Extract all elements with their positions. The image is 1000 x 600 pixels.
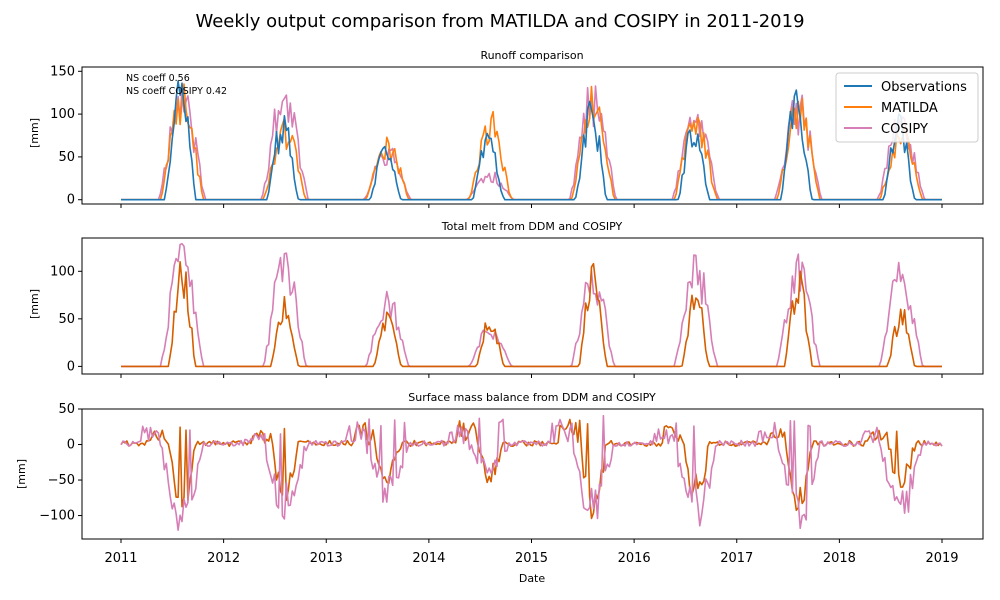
cosipy-smb-line xyxy=(120,414,943,532)
x-tick-label: 2017 xyxy=(720,551,753,566)
legend-observations-label: Observations xyxy=(881,80,967,95)
y-tick-label: −100 xyxy=(39,509,75,524)
smb-panel: Surface mass balance from DDM and COSIPY… xyxy=(15,391,984,585)
y-tick-label: 0 xyxy=(67,438,75,453)
cosipy-melt-line xyxy=(121,242,942,368)
smb-panel-title: Surface mass balance from DDM and COSIPY xyxy=(408,391,656,404)
runoff-ns-coeff-cosipy-annotation: NS coeff COSIPY 0.42 xyxy=(126,86,227,97)
runoff-panel-ylabel: [mm] xyxy=(28,118,41,148)
smb-x-ticks: 2011 2012 2013 2014 2015 2016 2017 2018 2019 xyxy=(104,539,959,566)
melt-y-ticks: 0 50 100 xyxy=(50,264,82,374)
x-tick-label: 2015 xyxy=(515,551,548,566)
ddm-smb-line xyxy=(120,418,943,520)
x-tick-label: 2012 xyxy=(207,551,240,566)
runoff-y-ticks: 0 50 100 150 xyxy=(50,64,82,208)
melt-panel-ylabel: [mm] xyxy=(28,289,41,319)
melt-series xyxy=(121,242,942,368)
legend-cosipy-label: COSIPY xyxy=(881,122,928,137)
y-tick-label: 0 xyxy=(67,359,75,374)
runoff-ns-coeff-annotation: NS coeff 0.56 xyxy=(126,73,190,84)
cosipy-runoff-line xyxy=(121,85,942,201)
observations-runoff-line xyxy=(121,80,942,201)
x-tick-label: 2016 xyxy=(618,551,651,566)
melt-x-ticks xyxy=(120,374,943,378)
melt-panel: Total melt from DDM and COSIPY [mm] 0 50 1… xyxy=(28,220,984,378)
y-tick-label: 150 xyxy=(50,64,75,79)
smb-y-ticks: 50 0 −50 −100 xyxy=(39,402,82,524)
smb-series xyxy=(120,414,943,532)
runoff-plot-frame xyxy=(81,66,984,205)
runoff-series xyxy=(121,80,942,201)
runoff-panel: Runoff comparison [mm] 0 50 100 150 NS coef… xyxy=(28,49,984,208)
y-tick-label: −50 xyxy=(48,473,75,488)
x-tick-label: 2019 xyxy=(925,551,958,566)
smb-panel-ylabel: [mm] xyxy=(15,459,28,489)
y-tick-label: 50 xyxy=(58,402,75,417)
x-tick-label: 2011 xyxy=(104,551,137,566)
ddm-melt-line xyxy=(121,260,942,368)
melt-plot-frame xyxy=(81,237,984,375)
runoff-x-ticks xyxy=(120,204,943,208)
melt-panel-title: Total melt from DDM and COSIPY xyxy=(441,220,623,233)
x-tick-label: 2014 xyxy=(412,551,445,566)
x-tick-label: 2013 xyxy=(310,551,343,566)
y-tick-label: 50 xyxy=(58,312,75,327)
runoff-legend: Observations MATILDA COSIPY xyxy=(835,72,979,143)
smb-plot-frame xyxy=(81,408,984,540)
x-axis-label: Date xyxy=(519,572,546,585)
matilda-runoff-line xyxy=(121,83,942,201)
runoff-panel-title: Runoff comparison xyxy=(480,49,583,62)
y-tick-label: 100 xyxy=(50,264,75,279)
legend-box xyxy=(835,72,979,143)
x-tick-label: 2018 xyxy=(823,551,856,566)
y-tick-label: 50 xyxy=(58,150,75,165)
y-tick-label: 0 xyxy=(67,193,75,208)
y-tick-label: 100 xyxy=(50,107,75,122)
legend-matilda-label: MATILDA xyxy=(881,101,938,116)
figure-suptitle: Weekly output comparison from MATILDA an… xyxy=(195,11,804,32)
